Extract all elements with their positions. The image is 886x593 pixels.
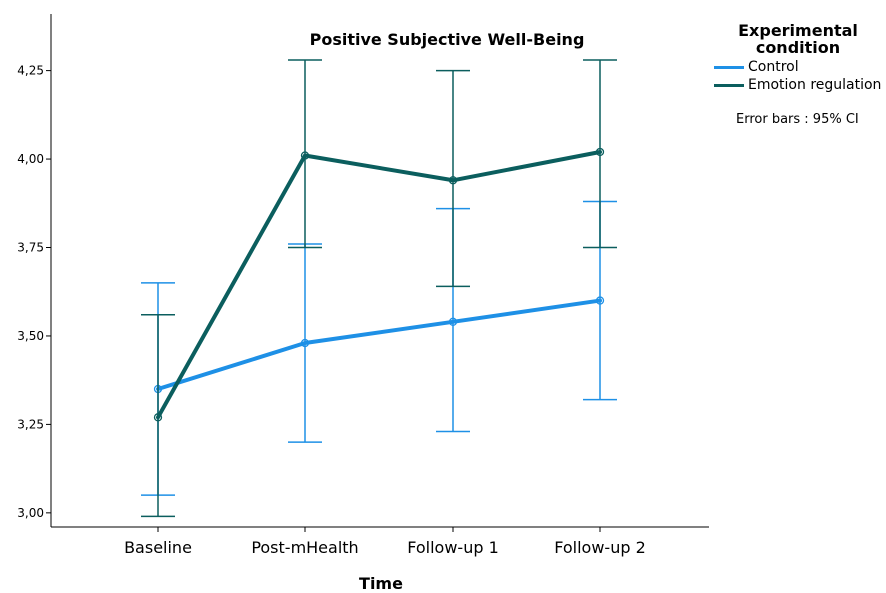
series-emotion-regulation bbox=[141, 59, 617, 518]
series-line bbox=[156, 298, 602, 392]
y-tick-label: 4,00 bbox=[17, 152, 44, 166]
series-layer bbox=[141, 59, 617, 518]
y-tick-label: 4,25 bbox=[17, 64, 44, 78]
x-tick-label: Baseline bbox=[124, 538, 192, 557]
y-tick-label: 3,00 bbox=[17, 506, 44, 520]
legend-swatch bbox=[714, 65, 744, 69]
legend-entry: Control bbox=[714, 58, 882, 76]
legend-entry: Emotion regulation bbox=[714, 76, 882, 94]
chart-title: Positive Subjective Well-Being bbox=[310, 30, 585, 49]
series-control bbox=[141, 200, 617, 496]
y-tick-label: 3,50 bbox=[17, 329, 44, 343]
x-tick-label: Post-mHealth bbox=[251, 538, 358, 557]
data-point bbox=[595, 296, 605, 305]
x-tick-label: Follow-up 1 bbox=[407, 538, 499, 557]
data-point bbox=[300, 151, 310, 160]
legend-swatch bbox=[714, 83, 744, 87]
legend-label: Emotion regulation bbox=[748, 77, 882, 93]
x-tick-labels: Baseline Post-mHealth Follow-up 1 Follow-up… bbox=[124, 527, 646, 557]
x-axis-label: Time bbox=[359, 574, 403, 593]
legend-title: Experimental condition bbox=[738, 21, 858, 57]
legend-entries: Control Emotion regulation bbox=[714, 58, 882, 94]
data-point bbox=[448, 176, 458, 185]
data-point bbox=[153, 413, 163, 422]
y-tick-label: 3,25 bbox=[17, 417, 44, 431]
series-line bbox=[156, 149, 602, 420]
error-bars-note: Error bars : 95% CI bbox=[736, 112, 859, 127]
axes bbox=[50, 14, 709, 528]
data-point bbox=[448, 317, 458, 326]
y-ticks: 3,00 3,25 3,50 3,75 4,00 4,25 bbox=[17, 64, 51, 520]
legend: Experimental condition Control Emotion re… bbox=[714, 22, 882, 127]
data-point bbox=[300, 338, 310, 348]
y-tick-label: 3,75 bbox=[17, 241, 44, 255]
data-point bbox=[595, 147, 605, 157]
legend-label: Control bbox=[748, 59, 799, 75]
x-tick-label: Follow-up 2 bbox=[554, 538, 646, 557]
